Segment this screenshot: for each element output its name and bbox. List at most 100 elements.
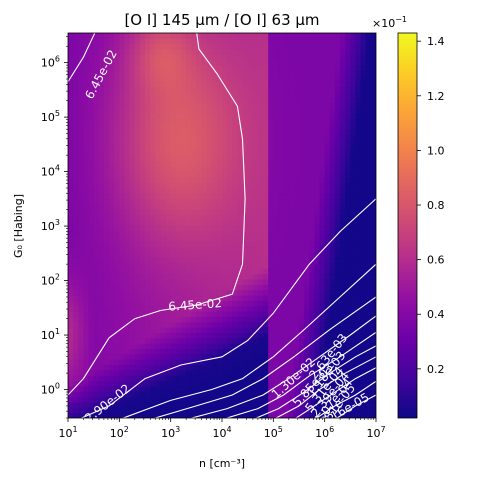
contour-line [153, 296, 376, 418]
heatmap-cell [252, 225, 259, 232]
heatmap-cell [360, 273, 367, 280]
heatmap-cell [109, 81, 115, 88]
heatmap-cell [232, 230, 238, 237]
heatmap-cell [124, 220, 131, 227]
heatmap-cell [160, 391, 167, 398]
heatmap-cell [334, 300, 341, 307]
heatmap-cell [165, 49, 172, 55]
heatmap-cell [278, 123, 285, 130]
heatmap-cell [329, 145, 336, 152]
heatmap-cell [103, 327, 110, 334]
heatmap-cell [288, 188, 295, 195]
heatmap-cell [319, 380, 326, 387]
heatmap-cell [334, 332, 341, 339]
heatmap-cell [119, 278, 126, 285]
heatmap-cell [134, 257, 141, 264]
heatmap-cell [139, 273, 146, 280]
heatmap-cell [263, 289, 269, 296]
heatmap-cell [134, 300, 141, 307]
heatmap-cell [145, 295, 151, 301]
heatmap-cell [216, 123, 223, 130]
heatmap-cell [88, 278, 95, 285]
heatmap-cell [109, 70, 115, 77]
heatmap-cell [340, 59, 346, 66]
heatmap-cell [103, 305, 110, 312]
heatmap-cell [288, 209, 295, 216]
heatmap-cell [360, 134, 367, 141]
heatmap-cell [170, 369, 177, 376]
heatmap-cell [206, 33, 213, 39]
heatmap-cell [196, 348, 203, 355]
heatmap-cell [360, 268, 367, 275]
heatmap-cell [309, 70, 315, 77]
heatmap-cell [139, 252, 146, 259]
heatmap-cell [252, 43, 259, 50]
heatmap-cell [83, 284, 90, 291]
heatmap-cell [293, 204, 300, 211]
heatmap-cell [350, 75, 357, 82]
heatmap-cell [175, 49, 182, 55]
heatmap-cell [273, 273, 280, 280]
y-tick-label: 100 [41, 382, 60, 397]
heatmap-cell [222, 70, 228, 77]
heatmap-cell [206, 102, 213, 109]
heatmap-cell [201, 369, 208, 376]
heatmap-cell [329, 401, 336, 408]
heatmap-cell [222, 38, 228, 45]
heatmap-cell [242, 311, 249, 318]
heatmap-cell [98, 343, 105, 350]
heatmap-cell [283, 407, 290, 414]
heatmap-cell [222, 305, 228, 312]
heatmap-cell [134, 129, 141, 136]
heatmap-cell [365, 396, 372, 403]
heatmap-cell [160, 343, 167, 350]
heatmap-cell [278, 161, 285, 168]
heatmap-cell [186, 316, 192, 323]
heatmap-cell [360, 348, 367, 355]
heatmap-cell [114, 257, 120, 264]
heatmap-cell [257, 150, 264, 157]
heatmap-cell [73, 214, 79, 221]
heatmap-cell [165, 401, 172, 408]
heatmap-cell [170, 289, 177, 296]
heatmap-cell [68, 295, 74, 301]
heatmap-cell [288, 193, 295, 200]
heatmap-cell [242, 337, 249, 344]
heatmap-cell [227, 391, 233, 398]
heatmap-cell [247, 246, 254, 253]
heatmap-cell [78, 166, 84, 173]
heatmap-cell [309, 81, 315, 88]
heatmap-cell [340, 204, 346, 211]
heatmap-cell [191, 155, 197, 162]
heatmap-cell [232, 311, 238, 318]
heatmap-cell [370, 59, 376, 66]
heatmap-cell [103, 332, 110, 339]
heatmap-cell [360, 284, 367, 291]
heatmap-cell [273, 407, 280, 414]
heatmap-cell [345, 385, 351, 392]
heatmap-cell [109, 364, 115, 371]
heatmap-cell [242, 113, 249, 120]
heatmap-cell [319, 273, 326, 280]
heatmap-cell [247, 193, 254, 200]
heatmap-cell [196, 166, 203, 173]
heatmap-cell [68, 123, 74, 130]
heatmap-cell [360, 97, 367, 104]
heatmap-cell [119, 209, 126, 216]
heatmap-cell [360, 396, 367, 403]
heatmap-cell [206, 75, 213, 82]
heatmap-cell [227, 59, 233, 66]
heatmap-cell [237, 380, 244, 387]
heatmap-cell [191, 364, 197, 371]
heatmap-cell [319, 113, 326, 120]
heatmap-cell [314, 321, 321, 328]
heatmap-cell [222, 391, 228, 398]
heatmap-cell [191, 241, 197, 248]
heatmap-cell [191, 118, 197, 125]
heatmap-cell [124, 407, 131, 414]
heatmap-cell [345, 369, 351, 376]
heatmap-cell [103, 150, 110, 157]
heatmap-cell [319, 155, 326, 162]
heatmap-cell [268, 268, 274, 275]
heatmap-cell [73, 75, 79, 82]
